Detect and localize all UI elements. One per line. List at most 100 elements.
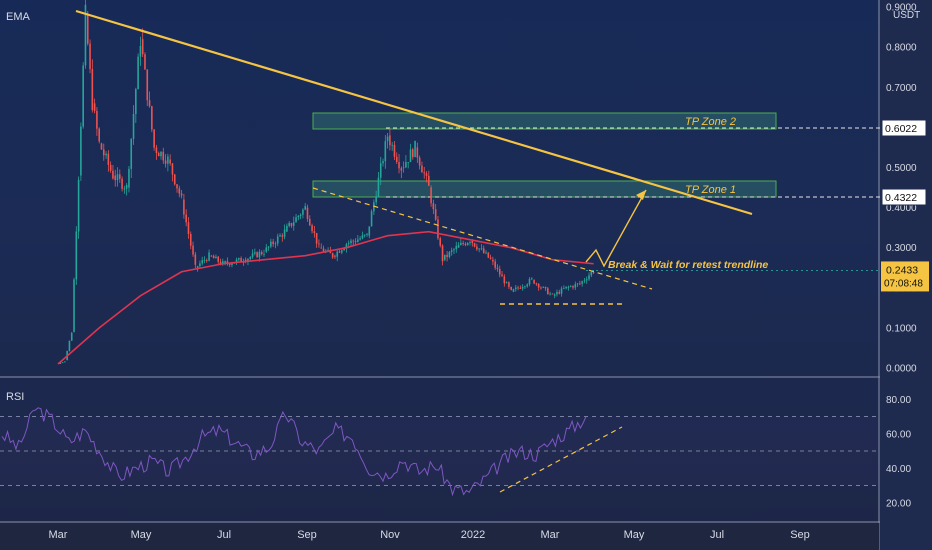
price-tick-label: 0.1000 [886, 323, 917, 334]
candle-body [585, 279, 588, 281]
candle-body [574, 284, 577, 288]
candle-body [590, 271, 593, 276]
candle-body [450, 250, 453, 252]
candle-body [224, 261, 226, 264]
candle-body [528, 279, 531, 285]
time-tick-label: Jul [217, 529, 231, 541]
candle-body [471, 239, 474, 244]
tp-price-tag: 0.6022 [885, 123, 917, 135]
candle-body [112, 170, 114, 179]
candle-body [347, 243, 350, 244]
candle-body [405, 162, 407, 168]
time-tick-label: Nov [380, 529, 400, 541]
candle-body [476, 246, 478, 250]
candle-body [572, 286, 574, 288]
candle-body [215, 256, 217, 259]
candle-body [189, 234, 192, 246]
rsi-tick-label: 20.00 [886, 498, 911, 509]
candle-body [560, 288, 563, 294]
candle-body [501, 274, 503, 277]
candle-body [295, 217, 297, 223]
candle-body [409, 149, 412, 163]
candle-body [480, 248, 483, 250]
candle-body [59, 362, 62, 364]
candle-body [464, 243, 467, 246]
rsi-tick-label: 60.00 [886, 429, 911, 440]
candle-body [569, 286, 572, 287]
candle-body [292, 222, 295, 226]
candle-body [183, 199, 185, 215]
candle-body [267, 246, 270, 248]
candle-body [281, 235, 284, 237]
candle-body [212, 255, 215, 259]
candle-body [222, 261, 224, 265]
candle-body [64, 361, 66, 363]
candle-body [201, 260, 203, 264]
candle-body [123, 188, 126, 190]
candle-body [160, 151, 162, 157]
candle-body [226, 261, 229, 264]
candle-body [535, 283, 538, 285]
candle-body [508, 282, 510, 287]
candle-body [583, 280, 586, 282]
candle-body [350, 240, 352, 244]
candle-body [139, 45, 142, 57]
candle-body [91, 69, 94, 111]
candle-body [482, 248, 485, 254]
candle-body [270, 241, 272, 247]
candle-body [130, 138, 133, 169]
candle-body [517, 287, 519, 289]
candle-body [128, 168, 130, 188]
time-axis-bg [0, 523, 879, 550]
candle-body [304, 206, 306, 210]
time-tick-label: Sep [297, 529, 317, 541]
time-tick-label: Jul [710, 529, 724, 541]
candle-body [171, 163, 174, 175]
candle-body [386, 136, 389, 142]
candle-body [473, 243, 476, 247]
candle-body [308, 218, 311, 226]
tp-zone-label: TP Zone 2 [685, 116, 736, 128]
candle-body [434, 209, 437, 220]
candle-body [178, 188, 181, 194]
rsi-band [0, 416, 878, 486]
candle-body [576, 283, 579, 285]
candle-body [251, 253, 254, 258]
candle-body [210, 255, 213, 257]
candle-body [382, 161, 384, 164]
price-tick-label: 0.5000 [886, 163, 917, 174]
candle-body [441, 245, 444, 262]
candle-body [302, 209, 304, 215]
candle-body [375, 196, 377, 203]
candle-body [102, 149, 105, 156]
candle-body [334, 255, 336, 257]
candle-body [453, 249, 455, 251]
candle-body [505, 282, 508, 284]
candle-body [148, 100, 151, 107]
candle-body [100, 143, 103, 150]
candle-body [398, 161, 400, 169]
candle-body [389, 135, 391, 146]
candle-body [423, 172, 426, 174]
candle-body [526, 284, 529, 287]
candle-body [263, 254, 265, 255]
candle-body [489, 257, 492, 259]
candle-body [114, 175, 117, 181]
candle-body [494, 261, 496, 268]
candle-body [462, 242, 464, 244]
candle-body [354, 241, 357, 243]
candle-body [359, 238, 361, 240]
candle-body [276, 236, 279, 244]
time-tick-label: Sep [790, 529, 810, 541]
candle-body [306, 207, 309, 219]
candle-body [240, 258, 242, 262]
candle-body [231, 263, 233, 266]
candle-body [553, 294, 556, 296]
candle-body [109, 164, 112, 171]
candle-body [299, 214, 302, 216]
ema-line [57, 230, 594, 365]
candle-body [487, 252, 490, 258]
candle-body [496, 267, 499, 269]
